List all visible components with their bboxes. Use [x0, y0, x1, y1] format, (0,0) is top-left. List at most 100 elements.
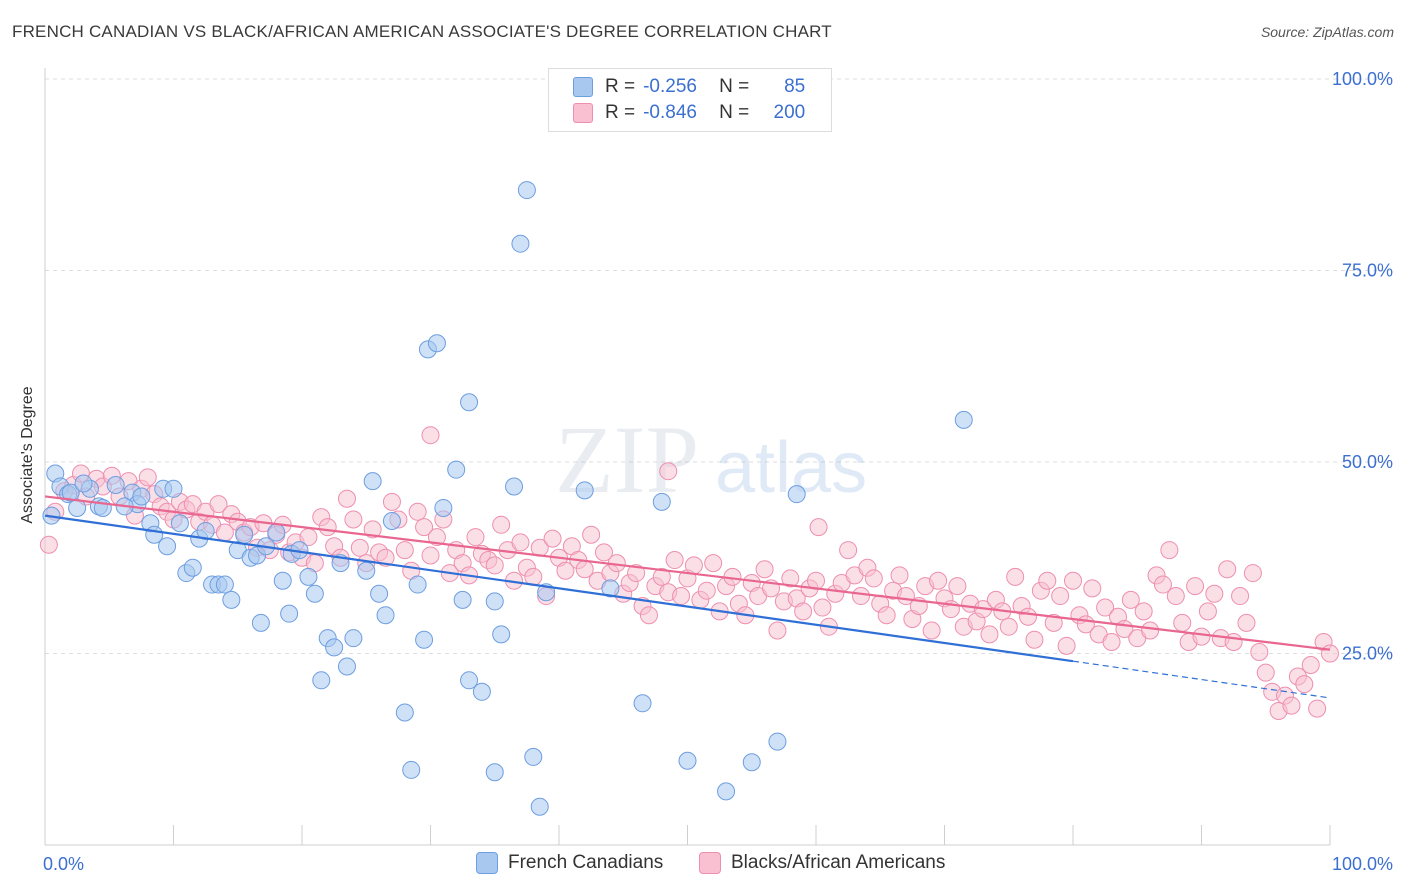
data-point-french-canadians: [376, 606, 395, 625]
data-point-french-canadians: [575, 481, 594, 500]
data-point-blacks-african-americans: [1160, 541, 1179, 560]
chart-title: FRENCH CANADIAN VS BLACK/AFRICAN AMERICA…: [12, 22, 832, 41]
data-point-blacks-african-americans: [755, 560, 774, 579]
data-point-blacks-african-americans: [781, 569, 800, 588]
legend-row-french-canadians: R = -0.256 N = 85: [573, 75, 805, 99]
source-label: Source: ZipAtlas.com: [1260, 24, 1394, 40]
data-point-blacks-african-americans: [209, 495, 228, 514]
data-point-french-canadians: [460, 393, 479, 412]
data-point-french-canadians: [492, 625, 511, 644]
data-point-blacks-african-americans: [684, 556, 703, 575]
data-point-blacks-african-americans: [408, 502, 427, 521]
data-point-blacks-african-americans: [1224, 633, 1243, 652]
data-point-blacks-african-americans: [415, 518, 434, 537]
data-point-french-canadians: [768, 732, 787, 751]
data-point-blacks-african-americans: [639, 606, 658, 625]
data-point-blacks-african-americans: [922, 621, 941, 640]
data-point-blacks-african-americans: [1198, 602, 1217, 621]
data-point-blacks-african-americans: [704, 554, 723, 573]
data-point-blacks-african-americans: [1006, 567, 1025, 586]
data-point-blacks-african-americans: [1153, 575, 1172, 594]
x-tick-label: 0.0%: [43, 854, 84, 874]
data-point-french-canadians: [517, 181, 536, 200]
data-point-french-canadians: [742, 753, 761, 772]
data-point-blacks-african-americans: [1186, 577, 1205, 596]
legend-swatch-blue: [573, 77, 593, 97]
data-point-blacks-african-americans: [1295, 675, 1314, 694]
data-point-blacks-african-americans: [427, 528, 446, 547]
data-point-blacks-african-americans: [1038, 571, 1057, 590]
bottom-legend-label: Blacks/African Americans: [731, 852, 946, 873]
data-point-blacks-african-americans: [652, 567, 671, 586]
data-point-french-canadians: [460, 671, 479, 690]
data-point-blacks-african-americans: [1083, 579, 1102, 598]
data-point-french-canadians: [357, 561, 376, 580]
y-axis-label: Associate's Degree: [19, 386, 36, 524]
trend-lines: [44, 495, 1331, 699]
data-point-blacks-african-americans: [556, 561, 575, 580]
data-point-blacks-african-americans: [1173, 613, 1192, 632]
data-point-french-canadians: [299, 567, 318, 586]
data-point-blacks-african-americans: [1192, 627, 1211, 646]
data-point-french-canadians: [717, 782, 736, 801]
data-point-french-canadians: [280, 604, 299, 623]
y-tick-label: 25.0%: [1342, 644, 1393, 664]
data-point-blacks-african-americans: [1166, 587, 1185, 606]
legend-r-label: R =: [605, 102, 636, 123]
x-tick-label: 100.0%: [1332, 854, 1393, 874]
data-point-french-canadians: [505, 477, 524, 496]
data-point-french-canadians: [954, 410, 973, 429]
data-point-blacks-african-americans: [337, 489, 356, 508]
data-point-blacks-african-americans: [1256, 663, 1275, 682]
data-point-blacks-african-americans: [1019, 607, 1038, 626]
data-point-blacks-african-americans: [1051, 587, 1070, 606]
data-point-french-canadians: [183, 558, 202, 577]
data-point-french-canadians: [382, 511, 401, 530]
data-point-blacks-african-americans: [1205, 584, 1224, 603]
bottom-legend-swatch-pink: [699, 852, 721, 874]
data-point-blacks-african-americans: [1044, 613, 1063, 632]
data-point-blacks-african-americans: [582, 525, 601, 544]
data-point-french-canadians: [530, 797, 549, 816]
data-point-french-canadians: [402, 760, 421, 779]
data-point-blacks-african-americans: [1250, 642, 1269, 661]
bottom-legend-blacks-african-americans: Blacks/African Americans: [699, 852, 945, 874]
data-point-french-canadians: [61, 483, 80, 502]
legend-n-value: 85: [784, 76, 806, 97]
data-point-blacks-african-americans: [1121, 590, 1140, 609]
data-point-french-canadians: [511, 234, 530, 253]
data-point-french-canadians: [363, 472, 382, 491]
data-point-blacks-african-americans: [877, 606, 896, 625]
data-point-french-canadians: [273, 571, 292, 590]
data-point-blacks-african-americans: [948, 577, 967, 596]
data-point-blacks-african-americans: [1282, 696, 1301, 715]
data-point-blacks-african-americans: [382, 492, 401, 511]
y-tick-label: 100.0%: [1332, 69, 1393, 89]
data-point-french-canadians: [415, 630, 434, 649]
data-point-french-canadians: [434, 498, 453, 517]
data-point-french-canadians: [485, 592, 504, 611]
data-point-french-canadians: [337, 657, 356, 676]
gridlines: [45, 78, 1390, 654]
data-point-french-canadians: [305, 584, 324, 603]
legend-r-value: -0.846: [643, 102, 697, 123]
data-point-blacks-african-americans: [485, 556, 504, 575]
trend-line-french-canadians-extension: [1072, 660, 1331, 699]
data-point-french-canadians: [74, 474, 93, 493]
data-point-french-canadians: [312, 671, 331, 690]
data-point-blacks-african-americans: [363, 520, 382, 539]
bottom-legend-label: French Canadians: [508, 852, 664, 873]
data-point-french-canadians: [427, 334, 446, 353]
watermark: ZIP atlas: [555, 406, 867, 513]
data-point-blacks-african-americans: [376, 548, 395, 567]
data-point-blacks-african-americans: [999, 617, 1018, 636]
data-point-blacks-african-americans: [1321, 644, 1339, 663]
data-point-blacks-african-americans: [794, 602, 813, 621]
data-point-blacks-african-americans: [1237, 613, 1256, 632]
data-point-blacks-african-americans: [1134, 602, 1153, 621]
data-point-french-canadians: [787, 485, 806, 504]
data-point-blacks-african-americans: [890, 566, 909, 585]
data-point-blacks-african-americans: [813, 598, 832, 617]
data-point-blacks-african-americans: [1141, 621, 1160, 640]
data-point-blacks-african-americans: [672, 587, 691, 606]
